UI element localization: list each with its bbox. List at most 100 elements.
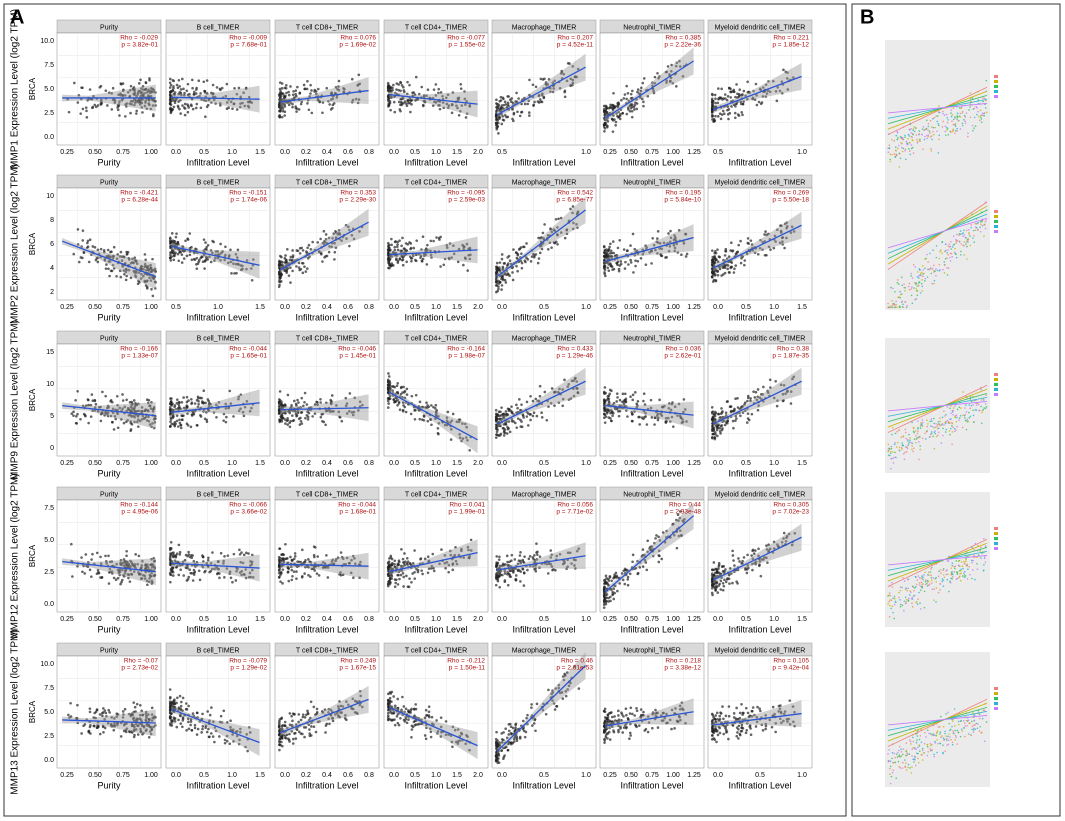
point xyxy=(293,554,297,558)
point xyxy=(529,418,532,422)
point xyxy=(495,413,499,417)
point xyxy=(405,260,409,264)
point xyxy=(506,572,509,576)
point xyxy=(710,92,714,96)
point xyxy=(219,102,222,105)
point xyxy=(302,83,306,87)
point xyxy=(150,287,153,291)
point xyxy=(631,232,635,236)
x-tick-label: 0.0 xyxy=(171,616,181,623)
p-label: p = 6.28e-44 xyxy=(121,197,158,204)
point xyxy=(169,110,173,113)
point xyxy=(534,569,538,573)
point xyxy=(749,239,753,242)
point xyxy=(520,266,524,270)
point xyxy=(438,107,442,111)
point xyxy=(179,112,182,115)
point xyxy=(667,232,670,235)
x-tick-label: 1.0 xyxy=(227,149,237,156)
x-tick-label: 0.0 xyxy=(497,304,507,311)
point xyxy=(186,93,190,97)
rho-label: Rho = 0.385 xyxy=(665,35,701,42)
point xyxy=(130,103,133,106)
point xyxy=(295,570,298,573)
x-tick-label: 0.2 xyxy=(301,460,311,467)
point xyxy=(721,427,724,430)
point xyxy=(712,117,716,121)
point xyxy=(179,568,182,572)
point xyxy=(516,406,519,410)
point xyxy=(714,97,717,101)
point xyxy=(306,102,309,105)
point xyxy=(666,65,670,68)
point xyxy=(329,108,333,111)
point xyxy=(316,98,320,102)
x-tick-label: 0.0 xyxy=(280,616,290,623)
point xyxy=(615,400,618,403)
point xyxy=(110,92,114,95)
plot-area xyxy=(383,32,489,146)
point xyxy=(611,130,615,133)
point xyxy=(326,576,330,579)
point xyxy=(782,68,785,72)
point xyxy=(291,419,295,423)
point xyxy=(746,399,749,403)
point xyxy=(119,82,123,85)
point xyxy=(629,92,633,96)
point xyxy=(300,100,304,104)
x-axis-label: Infiltration Level xyxy=(186,312,249,322)
point xyxy=(393,559,397,563)
point xyxy=(288,425,292,429)
panel-title: T cell CD8+_TIMER xyxy=(296,24,358,31)
point xyxy=(194,92,198,95)
point xyxy=(716,270,719,273)
x-tick-label: 0.0 xyxy=(497,616,507,623)
point xyxy=(206,243,210,247)
p-label: p = 1.69e-02 xyxy=(339,42,376,49)
point xyxy=(176,241,180,244)
rho-label: Rho = -0.421 xyxy=(120,190,158,197)
point xyxy=(501,562,505,566)
point xyxy=(67,110,71,114)
p-label: p = 2.22e-36 xyxy=(664,42,701,49)
point xyxy=(205,92,209,95)
point xyxy=(76,101,80,104)
x-tick-label: 0.6 xyxy=(343,460,353,467)
point xyxy=(396,259,400,263)
point xyxy=(198,258,201,262)
point xyxy=(629,261,633,264)
point xyxy=(187,550,190,554)
point xyxy=(418,417,422,421)
point xyxy=(170,570,174,574)
panel-title: B cell_TIMER xyxy=(197,335,240,342)
point xyxy=(305,403,309,406)
x-tick-label: 0.25 xyxy=(60,304,74,311)
point xyxy=(717,87,720,90)
point xyxy=(386,251,390,254)
x-tick-label: 1.0 xyxy=(581,616,591,623)
x-tick-label: 0.75 xyxy=(116,616,130,623)
point xyxy=(168,408,172,411)
point xyxy=(357,73,361,77)
point xyxy=(497,575,501,578)
point xyxy=(508,259,512,263)
point xyxy=(279,280,283,283)
fit-line xyxy=(171,96,260,100)
point xyxy=(436,431,440,435)
point xyxy=(118,114,121,117)
point xyxy=(451,412,455,416)
point xyxy=(299,419,303,423)
point xyxy=(410,581,413,584)
x-tick-label: 0.75 xyxy=(116,304,130,311)
point xyxy=(133,103,136,107)
rho-label: Rho = 0.195 xyxy=(665,190,701,197)
point xyxy=(522,571,526,574)
point xyxy=(324,233,328,236)
p-label: p = 1.68e-01 xyxy=(339,509,376,516)
x-tick-label: 0.75 xyxy=(645,149,659,156)
point xyxy=(497,287,500,291)
x-tick-label: 0.5 xyxy=(539,304,549,311)
point xyxy=(179,426,183,430)
point xyxy=(321,111,324,115)
panel-title: B cell_TIMER xyxy=(197,24,240,31)
